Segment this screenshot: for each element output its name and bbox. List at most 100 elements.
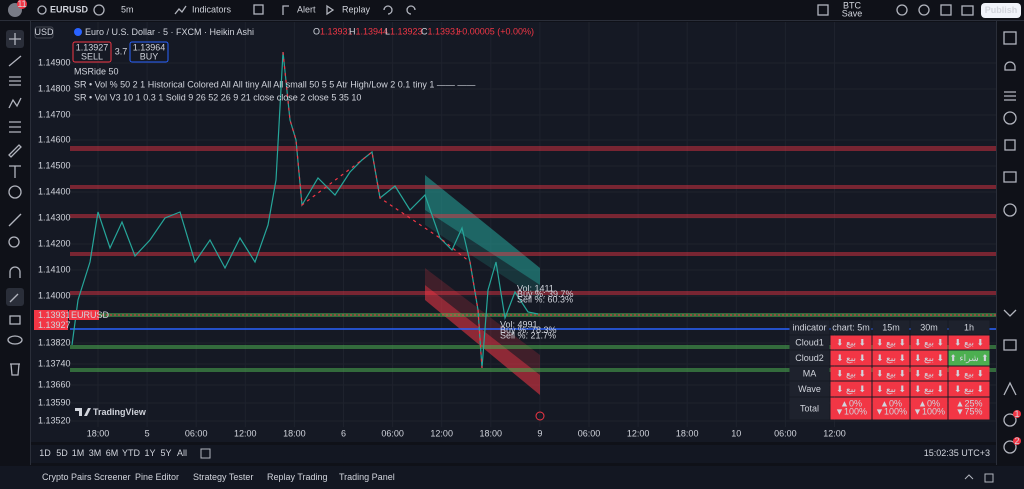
- signal-cell: [830, 350, 872, 366]
- brush-tool[interactable]: [8, 144, 22, 158]
- quick-search-icon[interactable]: [896, 4, 908, 16]
- panel-tab[interactable]: Trading Panel: [339, 472, 395, 482]
- signal-cell: [910, 350, 948, 366]
- price-label: 1.14800: [38, 83, 71, 93]
- chat-icon[interactable]: [1003, 339, 1017, 351]
- buy-button[interactable]: [129, 41, 169, 63]
- table-header: 15m: [882, 322, 900, 332]
- panel-tab[interactable]: Strategy Tester: [193, 472, 253, 482]
- ideas-icon[interactable]: [1003, 171, 1017, 183]
- object-tree-icon[interactable]: [1003, 309, 1017, 317]
- indicators-button[interactable]: Indicators: [192, 4, 232, 14]
- snapshot-icon[interactable]: [961, 5, 974, 16]
- alert-icon[interactable]: [282, 5, 289, 15]
- panel-tab[interactable]: Pine Editor: [135, 472, 179, 482]
- fib-tool[interactable]: [9, 76, 21, 86]
- support-level: [70, 313, 996, 317]
- magnet-tool[interactable]: [9, 266, 21, 278]
- time-label: 12:00: [627, 428, 650, 438]
- hotlist-icon[interactable]: [1003, 111, 1017, 125]
- calendar-icon[interactable]: [1004, 139, 1016, 151]
- range-button[interactable]: YTD: [122, 448, 141, 458]
- time-label: 5: [145, 428, 150, 438]
- line-tool[interactable]: [8, 55, 22, 67]
- study-legend[interactable]: MSRide 50: [74, 66, 119, 76]
- templates-icon[interactable]: [253, 4, 264, 15]
- table-row-label-cell: [789, 366, 830, 381]
- search-icon[interactable]: [37, 5, 47, 15]
- pine-icon[interactable]: [1003, 381, 1017, 396]
- fullscreen-icon[interactable]: [940, 4, 952, 16]
- signal-cell: [910, 366, 948, 381]
- collapse-icon[interactable]: [964, 473, 994, 483]
- study-legend[interactable]: SR • Vol V3 10 1 0.3 1 Solid 9 26 52 26 …: [74, 92, 361, 102]
- panel-tab[interactable]: Crypto Pairs Screener: [42, 472, 131, 482]
- price-label: 1.14100: [38, 264, 71, 274]
- ohlc-key: L: [385, 27, 390, 37]
- settings-icon[interactable]: [918, 4, 930, 16]
- publish-button[interactable]: [981, 3, 1021, 18]
- alert-button[interactable]: Alert: [297, 4, 316, 14]
- resistance-level: [70, 146, 996, 151]
- time-label: 18:00: [676, 428, 699, 438]
- signal-cell: [948, 381, 990, 397]
- pattern-tool[interactable]: [8, 97, 22, 109]
- stay-drawing-tool[interactable]: [9, 293, 19, 303]
- undo-icon[interactable]: [383, 5, 393, 15]
- lock-tool[interactable]: [9, 315, 21, 325]
- signal-text: ⬇ بيع ⬇: [954, 368, 984, 379]
- range-button[interactable]: 5D: [56, 448, 68, 458]
- price-series-down: [282, 51, 483, 369]
- range-button[interactable]: All: [177, 448, 187, 458]
- panel-tab[interactable]: Replay Trading: [267, 472, 328, 482]
- data-icon[interactable]: [1004, 91, 1016, 101]
- range-button[interactable]: 1M: [72, 448, 85, 458]
- news-icon[interactable]: [1003, 203, 1017, 217]
- cursor-tool[interactable]: [9, 33, 21, 45]
- replay-button[interactable]: Replay: [342, 4, 371, 14]
- table-header: 1h: [964, 322, 974, 332]
- add-symbol-icon[interactable]: [93, 4, 105, 16]
- symbol[interactable]: EURUSD: [50, 4, 89, 14]
- indicators-icon[interactable]: [174, 5, 187, 15]
- interval[interactable]: 5m: [121, 4, 134, 14]
- emoji-tool[interactable]: [8, 185, 22, 199]
- calendar-icon[interactable]: [200, 448, 211, 459]
- delete-tool[interactable]: [10, 363, 20, 376]
- sell-button[interactable]: [72, 41, 112, 63]
- help-icon[interactable]: [1003, 440, 1017, 454]
- table-header-cell: [948, 320, 990, 335]
- layout-icon[interactable]: [817, 4, 829, 16]
- table-row-label: Wave: [798, 384, 821, 394]
- zoom-tool[interactable]: [8, 236, 20, 248]
- range-button[interactable]: 3M: [89, 448, 102, 458]
- chart-title: Euro / U.S. Dollar · 5 · FXCM · Heikin A…: [85, 27, 254, 37]
- visibility-tool[interactable]: [7, 335, 23, 345]
- projection-tool[interactable]: [9, 121, 21, 133]
- measure-tool[interactable]: [8, 213, 22, 227]
- range-button[interactable]: 5Y: [160, 448, 171, 458]
- total-cell: [830, 397, 872, 420]
- watchlist-icon[interactable]: [1003, 31, 1017, 45]
- alerts-icon[interactable]: [1004, 61, 1016, 71]
- signal-text: ⬇ بيع ⬇: [914, 368, 944, 379]
- redo-icon[interactable]: [406, 5, 416, 15]
- study-legend[interactable]: SR • Vol % 50 2 1 Historical Colored All…: [74, 79, 475, 89]
- range-button[interactable]: 1Y: [144, 448, 155, 458]
- table-header: chart: 5m: [832, 322, 870, 332]
- time-label: 06:00: [578, 428, 601, 438]
- signal-cell: [910, 381, 948, 397]
- signal-cell: [948, 366, 990, 381]
- channel-upper-fade: [425, 210, 540, 300]
- range-button[interactable]: 6M: [106, 448, 119, 458]
- replay-icon[interactable]: [326, 4, 335, 16]
- volume-label: Buy %: 78.3%: [500, 325, 557, 335]
- currency-box[interactable]: [34, 26, 54, 39]
- price-label: 1.14700: [38, 109, 71, 119]
- notifications-icon[interactable]: [1003, 413, 1017, 427]
- text-tool[interactable]: [9, 165, 21, 178]
- watch-save[interactable]: Save: [842, 8, 863, 18]
- range-button[interactable]: 1D: [39, 448, 51, 458]
- publish-label[interactable]: Publish: [985, 5, 1018, 15]
- watch-symbol[interactable]: BTC: [843, 0, 862, 10]
